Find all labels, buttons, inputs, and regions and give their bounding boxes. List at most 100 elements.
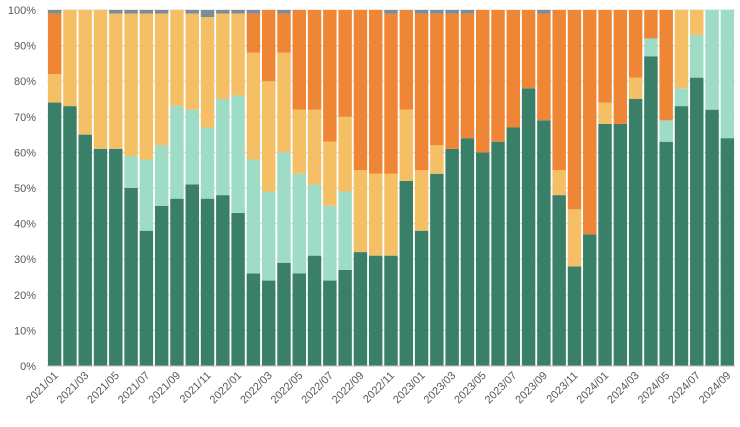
bar-segment [705, 10, 719, 110]
bar-segment [154, 13, 169, 146]
bar-segment [261, 191, 276, 281]
bar-segment [537, 13, 551, 121]
x-tick-label: 2024/05 [636, 370, 673, 407]
bar-segment [323, 280, 337, 366]
bar-segment [338, 269, 352, 366]
x-tick-label: 2024/01 [575, 370, 612, 407]
bar-segment [185, 109, 199, 185]
bar-segment [705, 109, 719, 367]
y-tick-label: 100% [8, 5, 36, 17]
x-tick-label: 2024/07 [666, 370, 703, 407]
bar-segment [63, 10, 77, 107]
bar-segment [445, 10, 459, 14]
bar-segment [644, 10, 658, 39]
bar-segment [353, 170, 368, 253]
bar-segment [124, 188, 138, 366]
bar-segment [124, 10, 138, 14]
y-tick-label: 50% [14, 183, 36, 195]
x-tick-label: 2022/01 [208, 370, 245, 407]
bar-segment [139, 13, 154, 160]
bar-segment [368, 10, 383, 174]
bar-segment [292, 109, 306, 174]
x-tick-label: 2024/03 [605, 370, 642, 407]
bar-segment [292, 173, 306, 274]
bar-segment [644, 56, 658, 366]
bar-segment [384, 173, 398, 256]
bar-segment [644, 38, 658, 57]
bar-segment [521, 88, 536, 366]
bar-segment [445, 13, 459, 149]
bar-segment [567, 266, 582, 366]
bar-segment [261, 280, 276, 366]
y-axis: 0% 10% 20% 30% 40% 50% 60% 70% 80% 90% 100% [8, 5, 36, 373]
bar-segment [353, 252, 368, 366]
bar-segment [368, 255, 383, 366]
bar-segment [414, 10, 429, 14]
bar-segment [659, 141, 673, 366]
bar-segment [384, 255, 398, 366]
bar-segment [246, 159, 261, 274]
bar-segment [63, 106, 77, 367]
x-tick-label: 2023/01 [391, 370, 428, 407]
bar-segment [521, 10, 536, 89]
bar-segment [583, 234, 597, 366]
bar-segment [323, 205, 337, 281]
bar-segment [261, 81, 276, 192]
bar-segment [720, 138, 735, 366]
bar-segment [506, 127, 521, 366]
bar-segment [216, 13, 230, 100]
bar-segment [430, 145, 444, 174]
bar-segment [460, 138, 475, 366]
bar-segment [185, 13, 199, 110]
bar-segment [399, 10, 414, 110]
bar-segment [353, 10, 368, 171]
bar-segment [628, 99, 643, 366]
bar-segment [216, 10, 230, 14]
bar-segment [628, 10, 643, 78]
bar-segment [139, 10, 154, 14]
bar-segment [277, 10, 291, 14]
bar-segment [231, 212, 245, 366]
bar-segment [460, 10, 475, 14]
x-tick-label: 2023/07 [483, 370, 520, 407]
y-tick-label: 60% [14, 147, 36, 159]
bar-segment [323, 141, 337, 206]
bar-segment [460, 13, 475, 139]
bar-segment [338, 116, 352, 192]
bar-segment [476, 10, 490, 153]
bar-segment [598, 102, 612, 124]
bar-segment [399, 180, 414, 366]
bar-segment [47, 102, 62, 366]
bar-segment [491, 10, 505, 142]
bar-segment [47, 13, 62, 75]
x-tick-label: 2022/09 [330, 370, 367, 407]
y-tick-label: 90% [14, 41, 36, 53]
y-tick-label: 0% [20, 361, 36, 373]
bar-segment [583, 10, 597, 235]
bar-segment [307, 109, 322, 185]
bar-segment [659, 10, 673, 121]
bar-segment [720, 10, 735, 139]
bar-segment [338, 191, 352, 270]
bar-segment [552, 10, 566, 171]
x-tick-label: 2021/11 [178, 370, 214, 406]
bar-segment [414, 170, 429, 231]
bar-segment [93, 10, 108, 149]
bar-segment [292, 10, 306, 110]
bar-segment [154, 145, 169, 206]
bar-segment [246, 13, 261, 53]
bar-segment [476, 152, 490, 366]
bar-segment [690, 77, 704, 366]
bar-segment [154, 10, 169, 14]
bar-segment [567, 209, 582, 267]
bar-segment [537, 120, 551, 366]
bar-segment [139, 230, 154, 366]
x-tick-label: 2021/01 [24, 370, 61, 407]
bar-segment [109, 10, 123, 14]
bar-segment [277, 52, 291, 153]
bar-segment [200, 127, 215, 199]
x-tick-label: 2021/03 [55, 370, 92, 407]
x-tick-label: 2023/11 [545, 370, 581, 406]
bar-segment [47, 10, 62, 14]
